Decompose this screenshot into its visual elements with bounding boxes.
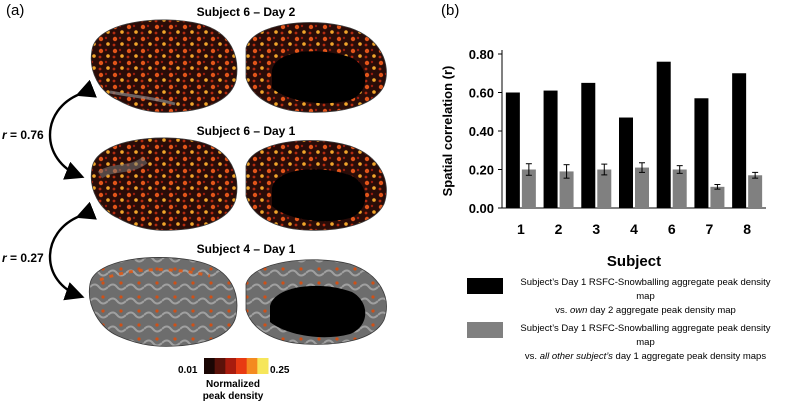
panel-a-label: (a) <box>6 2 25 19</box>
bar-others <box>672 169 687 208</box>
y-tick-label: 0.80 <box>469 47 494 62</box>
colorbar <box>204 358 269 374</box>
bar-others <box>748 175 763 208</box>
correlation-label-1: r = 0.76 <box>2 128 44 142</box>
correlation-arrow-1 <box>48 79 97 180</box>
bar-others <box>635 167 649 208</box>
colorbar-segment <box>225 358 237 374</box>
x-tick-label: 3 <box>592 221 600 237</box>
bar-own <box>656 61 671 209</box>
brain-title-1: Subject 6 – Day 2 <box>196 5 296 19</box>
x-axis-title: Subject <box>607 253 661 270</box>
brain-renderings <box>48 19 387 374</box>
x-tick-label: 1 <box>517 221 525 237</box>
colorbar-segment <box>204 358 216 374</box>
bar-own <box>732 73 747 208</box>
legend-text-own: Subject’s Day 1 RSFC-Snowballing aggrega… <box>520 277 771 316</box>
legend-text-others: Subject’s Day 1 RSFC-Snowballing aggrega… <box>520 323 771 362</box>
bar-others <box>597 169 612 208</box>
colorbar-max-label: 0.25 <box>270 365 290 376</box>
bar-others <box>521 169 536 208</box>
y-tick-label: 0.20 <box>469 163 494 178</box>
panel-b-label: (b) <box>441 2 460 19</box>
correlation-arrow-2 <box>48 201 97 301</box>
x-tick-label: 6 <box>668 221 676 237</box>
bar-own <box>581 82 596 208</box>
x-tick-label: 2 <box>555 221 563 237</box>
bar-own <box>543 90 558 208</box>
brain-title-2: Subject 6 – Day 1 <box>196 124 296 138</box>
bar-own <box>619 117 633 208</box>
brain-row-3 <box>88 257 387 347</box>
colorbar-min-label: 0.01 <box>178 365 198 376</box>
legend-swatch-own <box>467 278 503 294</box>
bar-own <box>694 98 709 208</box>
x-tick-label: 8 <box>743 221 751 237</box>
colorbar-segment <box>236 358 248 374</box>
colorbar-segment <box>214 358 226 374</box>
colorbar-segment <box>257 358 269 374</box>
colorbar-segment <box>246 358 258 374</box>
x-tick-label: 4 <box>630 221 638 237</box>
y-tick-label: 0.00 <box>469 201 494 216</box>
bar-others <box>710 186 725 208</box>
bar-own <box>505 92 520 208</box>
brain-row-1 <box>90 19 387 113</box>
bar-chart: 0.00 0.20 0.40 0.60 0.80 Spatial correlation … <box>440 47 766 270</box>
bar-others <box>559 171 574 208</box>
y-tick-label: 0.60 <box>469 86 494 101</box>
legend-swatch-others <box>467 322 503 338</box>
brain-title-3: Subject 4 – Day 1 <box>196 242 296 256</box>
y-tick-label: 0.40 <box>469 124 494 139</box>
correlation-label-2: r = 0.27 <box>2 251 44 265</box>
brain-row-2 <box>90 137 387 231</box>
y-axis-title: Spatial correlation (r) <box>440 66 455 197</box>
x-tick-label: 7 <box>706 221 714 237</box>
colorbar-title: Normalized peak density <box>202 379 264 402</box>
